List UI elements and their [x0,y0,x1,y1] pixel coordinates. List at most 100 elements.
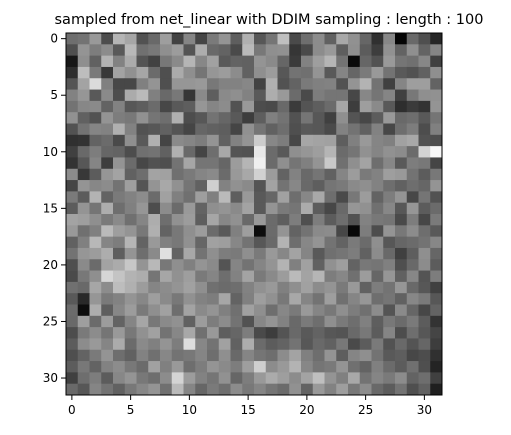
y-tick-label: 25 [43,314,58,328]
heatmap-cell [160,146,173,158]
heatmap-cell [359,315,372,328]
heatmap-cell [148,146,161,158]
heatmap-cell [277,247,290,260]
heatmap-cell [160,304,173,317]
heatmap-cell [301,383,314,396]
x-tick-label: 0 [68,403,76,417]
heatmap-cell [242,157,255,170]
heatmap-cell [89,112,102,124]
heatmap-cell [265,349,278,362]
heatmap-cell [324,281,337,294]
heatmap-cell [183,327,196,339]
heatmap-cell [207,89,220,102]
heatmap-cell [160,214,173,226]
heatmap-cell [371,327,384,339]
heatmap-cell [183,55,196,68]
heatmap-cell [254,33,267,45]
heatmap-cell [183,349,196,362]
heatmap-cell [324,236,337,249]
heatmap-cell [207,304,220,317]
heatmap-cell [254,259,267,271]
heatmap-cell [148,236,161,249]
heatmap-cell [101,202,114,215]
heatmap-cell [359,146,372,158]
heatmap-cell [312,372,325,385]
heatmap-cell [160,225,173,238]
heatmap-cell [301,214,314,226]
heatmap-cell [171,281,184,294]
heatmap-cell [136,304,149,317]
heatmap-cell [324,66,337,79]
heatmap-cell [183,191,196,204]
heatmap-cell [418,361,431,373]
heatmap-cell [395,293,408,305]
heatmap-cell [395,338,408,351]
heatmap-cell [89,157,102,170]
heatmap-cell [406,100,419,113]
heatmap-cell [430,202,443,215]
heatmap-cell [207,349,220,362]
heatmap-cell [242,33,255,45]
heatmap-cell [371,259,384,271]
heatmap-cell [277,349,290,362]
heatmap-cell [148,327,161,339]
heatmap-cell [348,89,361,102]
heatmap-cell [207,134,220,147]
heatmap-cell [89,225,102,238]
heatmap-cell [406,304,419,317]
heatmap-cell [359,338,372,351]
heatmap-cell [348,372,361,385]
heatmap-cell [124,338,137,351]
heatmap-cell [207,112,220,124]
heatmap-cell [230,383,243,396]
heatmap-cell [265,259,278,271]
heatmap-cell [312,327,325,339]
heatmap-cell [160,100,173,113]
heatmap-cell [336,372,349,385]
heatmap-cell [77,225,90,238]
heatmap-cell [89,191,102,204]
heatmap-cell [359,327,372,339]
heatmap-cell [312,202,325,215]
heatmap-cell [124,146,137,158]
heatmap-cell [113,157,126,170]
heatmap-cell [195,134,208,147]
heatmap-cell [113,168,126,181]
heatmap-cell [430,33,443,45]
heatmap-cell [101,281,114,294]
heatmap-cell [124,304,137,317]
heatmap-cell [383,214,396,226]
heatmap-cell [242,225,255,238]
heatmap-cell [207,236,220,249]
heatmap-cell [418,315,431,328]
heatmap-cell [324,180,337,192]
heatmap-cell [383,123,396,136]
heatmap-cell [77,281,90,294]
heatmap-cell [171,247,184,260]
heatmap-cell [207,180,220,192]
heatmap-cell [160,168,173,181]
heatmap-cell [348,315,361,328]
heatmap-cell [371,100,384,113]
heatmap-cell [265,304,278,317]
heatmap-cell [160,259,173,271]
heatmap-cell [336,293,349,305]
heatmap-cell [195,146,208,158]
heatmap-cell [230,66,243,79]
heatmap-cell [171,180,184,192]
heatmap-cell [277,383,290,396]
heatmap-cell [418,338,431,351]
heatmap-cell [242,89,255,102]
heatmap-cell [418,134,431,147]
heatmap-cell [101,100,114,113]
heatmap-cell [277,372,290,385]
heatmap-cell [254,225,267,238]
heatmap-cell [418,44,431,57]
heatmap-cell [89,89,102,102]
heatmap-cell [101,304,114,317]
heatmap-cell [242,55,255,68]
heatmap-cell [89,202,102,215]
heatmap-cell [312,315,325,328]
heatmap-cell [312,259,325,271]
heatmap-cell [324,293,337,305]
